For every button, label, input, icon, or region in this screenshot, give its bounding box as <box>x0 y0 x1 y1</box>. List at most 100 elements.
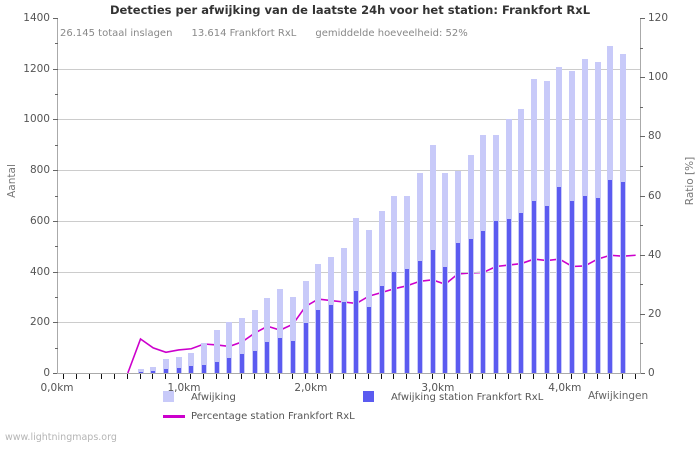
x-axis-tick-label: 4,0km <box>548 382 582 394</box>
legend-line-marker <box>163 415 185 418</box>
bar-afwijking-station <box>544 205 549 373</box>
y2-axis-minor-tick <box>640 225 643 227</box>
x-axis-tick <box>114 374 116 379</box>
x-axis-tick <box>291 374 293 379</box>
y-axis-tick-label: 0 <box>43 367 50 379</box>
bar-afwijking-station <box>557 187 562 373</box>
y-axis-left-label: Aantal <box>6 164 18 198</box>
bar-afwijking <box>366 230 373 373</box>
bar-afwijking <box>239 317 246 373</box>
x-axis-tick <box>418 374 420 379</box>
x-axis-tick <box>495 374 496 379</box>
y2-axis-tick-label: 80 <box>648 130 662 143</box>
x-axis-tick <box>266 374 268 379</box>
bar-afwijking-station <box>494 220 498 373</box>
bar-afwijking-station <box>189 366 194 373</box>
y-axis-tick-label: 1200 <box>23 62 50 75</box>
x-axis-tick <box>380 374 382 379</box>
x-axis-tick <box>456 374 458 379</box>
bar-afwijking-station <box>392 271 397 373</box>
bar-afwijking <box>201 343 207 373</box>
bar-afwijking-station <box>328 305 333 373</box>
y-axis-tick-label: 1000 <box>23 113 50 126</box>
legend-label: Percentage station Frankfort RxL <box>191 411 355 422</box>
y-axis-tick <box>53 271 58 273</box>
x-axis-tick <box>431 374 433 379</box>
bar-afwijking-station <box>519 212 524 373</box>
chart-legend: Afwijking Afwijking station Frankfort RxL… <box>0 389 700 429</box>
bar-afwijking-station <box>265 342 270 373</box>
x-axis-tick <box>152 374 154 379</box>
bar-afwijking-station <box>620 181 625 373</box>
y2-axis-tick <box>640 18 645 19</box>
y-axis-tick <box>53 322 58 324</box>
y2-axis-tick-label: 40 <box>648 248 662 261</box>
x-axis-tick <box>355 374 357 379</box>
bar-afwijking-station <box>595 198 600 373</box>
y2-axis-minor-tick <box>640 47 643 49</box>
x-axis-tick <box>406 374 408 379</box>
x-axis-tick <box>76 374 78 379</box>
x-axis-tick <box>164 374 166 379</box>
y2-axis-tick-label: 120 <box>648 12 669 24</box>
bar-afwijking-station <box>214 361 219 373</box>
x-axis-tick-label: 2,0km <box>294 382 328 394</box>
y-axis-tick <box>53 373 58 374</box>
watermark-text: www.lightningmaps.org <box>5 432 117 443</box>
chart-title: Detecties per afwijking van de laatste 2… <box>109 3 591 17</box>
gridline <box>58 119 640 121</box>
y2-axis-minor-tick <box>640 343 643 345</box>
x-axis-ticks: 0,0km 1,0km 2,0km 3,0km 4,0km <box>40 374 641 398</box>
bar-afwijking-station <box>379 286 384 373</box>
bar-afwijking-station <box>417 261 422 373</box>
x-axis-tick <box>88 374 90 379</box>
y-axis-minor-tick <box>55 144 58 146</box>
x-axis-tick <box>571 374 573 379</box>
y2-axis-tick-label: 100 <box>648 71 669 84</box>
bar-afwijking-station <box>240 354 245 373</box>
x-axis-tick <box>558 374 560 379</box>
y2-axis-tick-label: 60 <box>648 189 662 202</box>
x-axis-tick <box>317 374 319 379</box>
y2-axis-tick-label: 0 <box>648 367 655 379</box>
y-axis-minor-tick <box>55 246 58 248</box>
y2-axis-tick <box>640 313 645 315</box>
x-axis-tick <box>634 374 636 379</box>
y-axis-tick-label: 400 <box>29 265 50 278</box>
y2-axis-tick <box>640 254 645 256</box>
x-axis-tick-label: 1,0km <box>167 382 201 394</box>
bar-afwijking-station <box>443 267 448 373</box>
x-axis-tick <box>507 374 509 379</box>
x-axis-tick <box>139 374 141 379</box>
legend-label: Afwijking <box>191 392 236 403</box>
y2-axis-minor-tick <box>640 165 643 167</box>
legend-swatch <box>163 391 174 402</box>
percentage-line-layer <box>127 254 636 374</box>
x-axis-tick <box>304 374 306 379</box>
bar-afwijking-station <box>532 200 537 373</box>
y-axis-tick-label: 200 <box>29 316 50 329</box>
x-axis-tick <box>621 374 623 379</box>
y2-axis-tick <box>640 195 645 197</box>
bar-afwijking <box>137 369 144 373</box>
bar-afwijking-station <box>252 351 257 373</box>
x-axis-tick <box>368 374 370 379</box>
x-axis-tick <box>190 374 192 379</box>
y-axis-minor-tick <box>55 94 58 96</box>
x-axis-tick <box>215 374 217 379</box>
bar-afwijking <box>264 297 271 373</box>
x-axis-tick-label: 0,0km <box>40 382 74 394</box>
bar-afwijking-station <box>176 367 181 373</box>
y-axis-tick <box>53 18 58 19</box>
bar-afwijking-station <box>570 200 575 373</box>
x-axis-tick <box>469 374 471 379</box>
bar-afwijking-station <box>290 340 295 373</box>
chart-subtitle: 26.145 totaal inslagen 13.614 Frankfort … <box>60 28 468 39</box>
x-axis-tick <box>596 374 598 379</box>
bar-afwijking-station <box>202 364 206 373</box>
y-axis-tick-label: 1400 <box>23 12 50 24</box>
gridline <box>58 68 640 70</box>
x-axis-tick <box>444 374 446 379</box>
x-axis-tick <box>203 374 204 379</box>
x-axis-line <box>57 373 641 374</box>
